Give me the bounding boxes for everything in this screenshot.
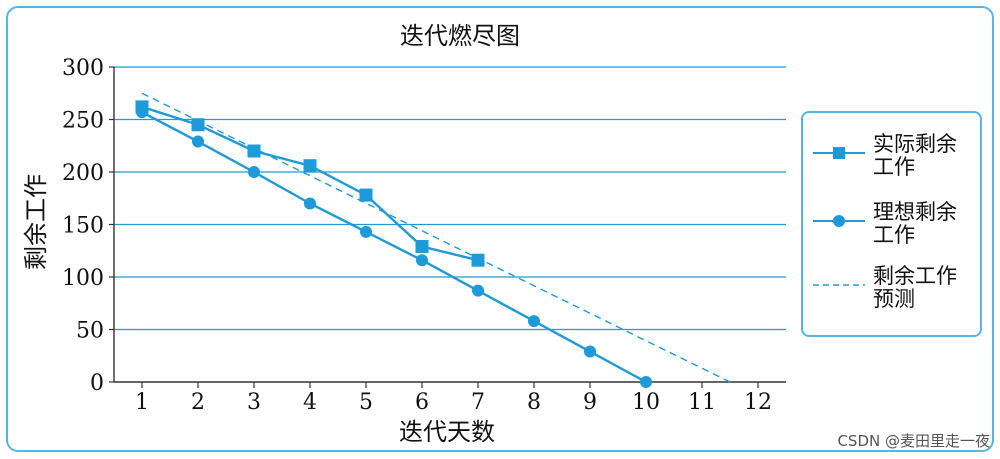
legend-label: 理想剩余 工作: [873, 201, 983, 247]
square-marker-icon: [813, 147, 865, 159]
series-line: [141, 92, 731, 383]
chart-frame: [6, 6, 994, 452]
grid-lines: [114, 66, 786, 331]
data-point-circle: [640, 376, 652, 388]
data-point-circle: [472, 284, 484, 297]
data-point-circle: [248, 166, 260, 178]
series-line: [141, 111, 647, 384]
circle-marker-icon: [813, 215, 865, 227]
legend-item-ideal: 理想剩余 工作: [811, 201, 981, 253]
data-point-square: [415, 240, 429, 254]
x-tick-label: 6: [415, 390, 429, 415]
legend-label-line: 工作: [873, 223, 915, 247]
legend-label-line: 实际剩余: [873, 132, 957, 156]
data-point-circle: [192, 135, 204, 148]
legend-label-line: 理想剩余: [873, 200, 957, 224]
x-tick-label: 12: [744, 390, 772, 415]
data-point-square: [471, 253, 485, 267]
dashed-line-icon: [813, 284, 865, 286]
y-tick-label: 200: [62, 161, 104, 186]
data-point-square: [303, 159, 317, 173]
data-point-circle: [360, 225, 372, 238]
legend-item-forecast: 剩余工作 预测: [811, 265, 981, 317]
x-tick-label: 1: [135, 390, 149, 415]
legend: 实际剩余 工作 理想剩余 工作 剩余工作 预测: [801, 111, 982, 337]
chart-title: 迭代燃尽图: [400, 22, 520, 50]
x-tick-label: 9: [583, 390, 597, 415]
y-tick-label: 250: [62, 109, 104, 134]
legend-label: 剩余工作 预测: [873, 265, 983, 311]
x-tick-label: 2: [191, 390, 205, 415]
legend-label-line: 剩余工作: [873, 264, 957, 288]
legend-item-actual: 实际剩余 工作: [811, 133, 981, 185]
x-tick-label: 3: [247, 390, 261, 415]
x-tick-label: 7: [471, 390, 485, 415]
data-point-square: [247, 144, 261, 158]
y-tick-label: 0: [90, 371, 104, 396]
data-point-circle: [416, 254, 428, 267]
data-point-square: [191, 118, 205, 132]
data-point-circle: [584, 345, 596, 358]
data-point-circle: [136, 106, 148, 119]
y-axis-label: 剩余工作: [22, 174, 50, 270]
y-tick-label: 300: [62, 56, 104, 81]
legend-label: 实际剩余 工作: [873, 133, 983, 179]
data-point-square: [359, 188, 373, 202]
watermark: CSDN @麦田里走一夜: [837, 432, 990, 450]
x-tick-label: 4: [303, 390, 317, 415]
series-layer: [135, 92, 731, 388]
x-tick-label: 8: [527, 390, 541, 415]
y-tick-label: 150: [62, 214, 104, 239]
data-point-circle: [304, 197, 316, 210]
y-tick-label: 50: [76, 319, 104, 344]
x-tick-label: 10: [632, 390, 660, 415]
x-tick-label: 5: [359, 390, 373, 415]
y-tick-label: 100: [62, 266, 104, 291]
x-axis-label: 迭代天数: [399, 418, 495, 446]
x-tick-label: 11: [688, 390, 716, 415]
legend-label-line: 预测: [873, 287, 915, 311]
legend-label-line: 工作: [873, 155, 915, 179]
data-point-circle: [528, 315, 540, 328]
